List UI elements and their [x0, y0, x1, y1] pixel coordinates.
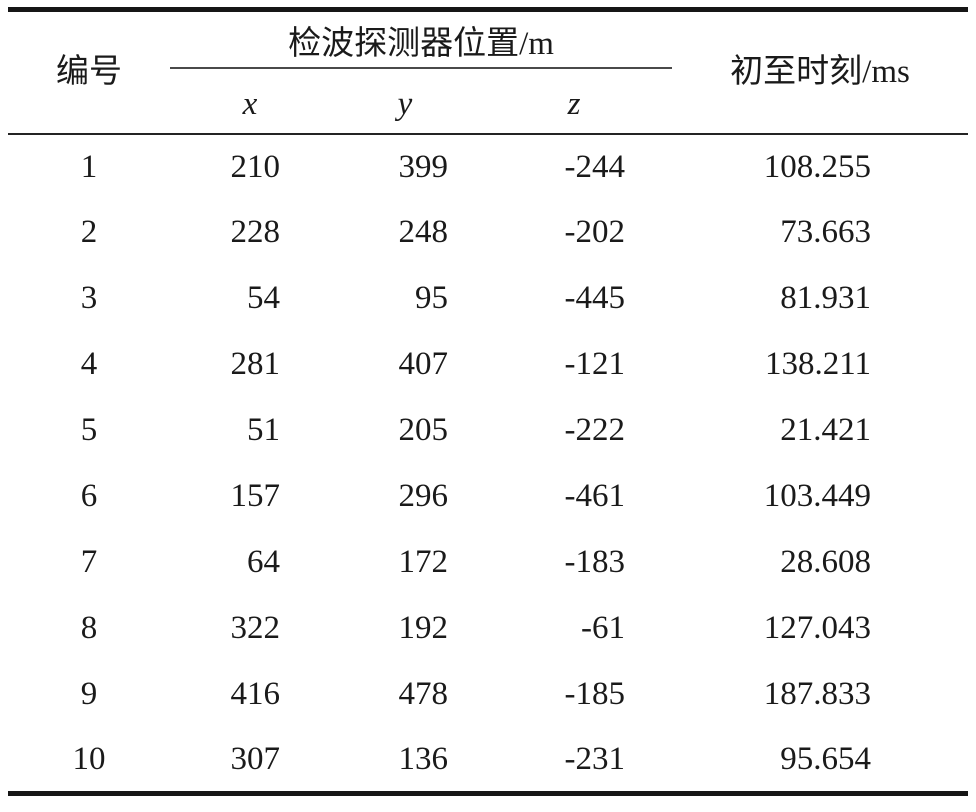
cell-id: 7 [80, 544, 98, 580]
cell-id: 3 [80, 280, 98, 316]
cell-z: -61 [581, 610, 626, 646]
cell-x: 54 [247, 280, 280, 316]
cell-time: 108.255 [763, 148, 872, 185]
cell-y: 205 [398, 412, 449, 448]
cell-time: 28.608 [780, 544, 872, 580]
col-header-y: y [397, 86, 413, 122]
table-row: 4 281 407 -121 138.211 [8, 332, 968, 398]
table-row: 2 228 248 -202 73.663 [8, 200, 968, 266]
cell-id: 5 [80, 412, 98, 448]
cell-z: -121 [564, 346, 626, 382]
cell-time: 95.654 [780, 740, 872, 777]
cell-time: 21.421 [780, 412, 872, 448]
cell-y: 136 [398, 740, 449, 777]
cell-id: 2 [80, 214, 98, 250]
cell-id: 10 [72, 740, 106, 777]
cell-x: 157 [230, 478, 281, 514]
cell-id: 8 [80, 610, 98, 646]
cell-time: 81.931 [780, 280, 872, 316]
cell-x: 64 [247, 544, 280, 580]
table-header: 编号 检波探测器位置/m 初至时刻/ms x y z [8, 9, 969, 134]
col-header-x: x [242, 86, 258, 122]
cell-y: 407 [398, 346, 449, 382]
position-group-label: 检波探测器位置/m [288, 25, 554, 62]
cell-z: -445 [564, 280, 626, 316]
cell-y: 248 [398, 214, 449, 250]
cell-id: 4 [80, 346, 98, 382]
cell-time: 103.449 [763, 478, 872, 514]
header-row-group: 编号 检波探测器位置/m 初至时刻/ms [8, 9, 968, 88]
table-row: 6 157 296 -461 103.449 [8, 464, 968, 530]
table-row: 7 64 172 -183 28.608 [8, 530, 968, 596]
cell-z: -231 [564, 740, 626, 777]
cell-x: 281 [230, 346, 281, 382]
cell-x: 307 [230, 740, 281, 777]
cell-id: 1 [80, 148, 98, 185]
cell-z: -183 [564, 544, 626, 580]
cell-z: -222 [564, 412, 626, 448]
cell-y: 192 [398, 610, 449, 646]
cell-z: -185 [564, 676, 626, 712]
header-row-sub: x y z [8, 68, 968, 134]
cell-y: 399 [398, 148, 449, 185]
table-row: 3 54 95 -445 81.931 [8, 266, 968, 332]
table-row: 8 322 192 -61 127.043 [8, 596, 968, 662]
table-row: 10 307 136 -231 95.654 [8, 728, 968, 794]
cell-y: 478 [398, 676, 449, 712]
cell-y: 172 [398, 544, 449, 580]
cell-id: 9 [80, 676, 98, 712]
cell-time: 138.211 [764, 346, 872, 382]
table-row: 9 416 478 -185 187.833 [8, 662, 968, 728]
cell-z: -461 [564, 478, 626, 514]
cell-time: 187.833 [763, 676, 872, 712]
cell-x: 210 [230, 148, 281, 185]
cell-y: 95 [415, 280, 448, 316]
col-header-time: 初至时刻/ms [730, 53, 910, 90]
cell-z: -202 [564, 214, 626, 250]
cell-time: 73.663 [780, 214, 872, 250]
cell-x: 51 [247, 412, 280, 448]
col-header-position-group: 检波探测器位置/m [170, 9, 673, 69]
table-row: 1 210 399 -244 108.255 [8, 134, 968, 200]
geophone-arrival-table: 编号 检波探测器位置/m 初至时刻/ms x y z 1 210 399 -24… [8, 7, 969, 796]
col-header-id: 编号 [56, 53, 122, 90]
cell-x: 416 [230, 676, 281, 712]
cell-x: 322 [230, 610, 281, 646]
cell-id: 6 [80, 478, 98, 514]
cell-z: -244 [564, 148, 626, 185]
cell-y: 296 [398, 478, 449, 514]
cell-time: 127.043 [763, 610, 872, 646]
cell-x: 228 [230, 214, 281, 250]
table-row: 5 51 205 -222 21.421 [8, 398, 968, 464]
table-body: 1 210 399 -244 108.255 2 228 248 -202 73… [8, 134, 968, 794]
col-header-z: z [567, 86, 581, 122]
